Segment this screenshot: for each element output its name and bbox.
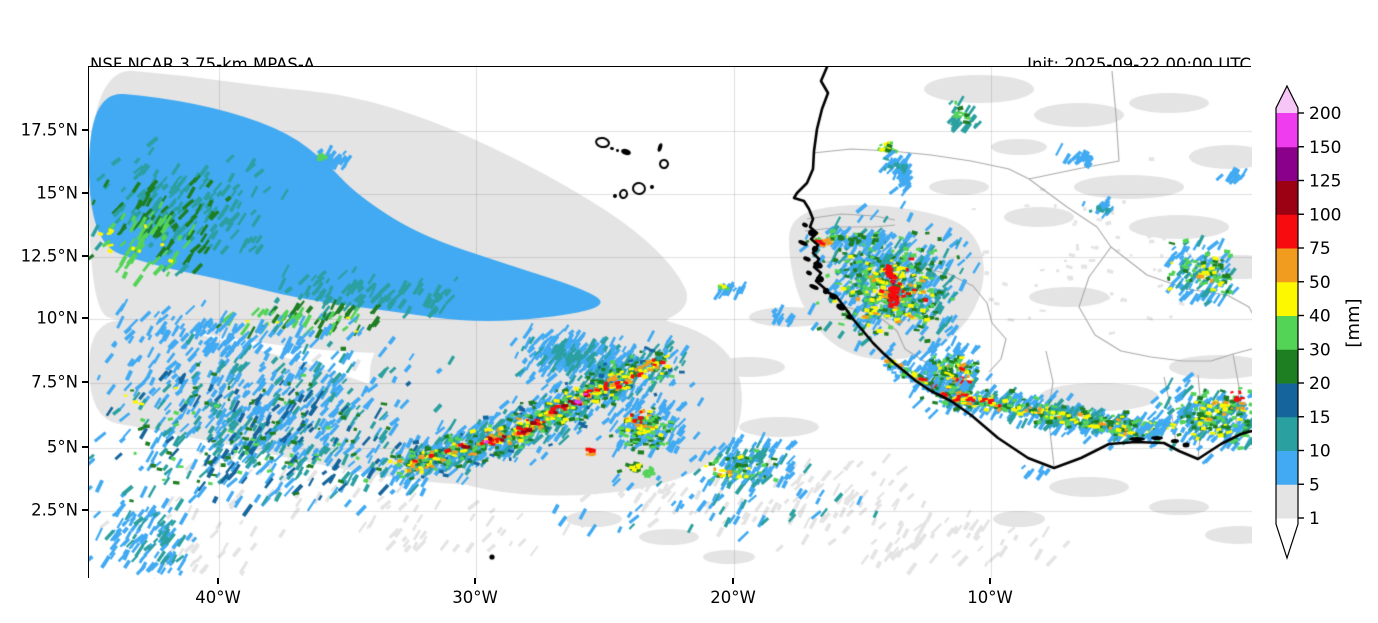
x-tick-label: 20°W — [710, 588, 756, 607]
y-tick-label: 15°N — [36, 183, 78, 203]
precipitation-map — [89, 67, 1252, 579]
colorbar-unit-label: [mm] — [1343, 298, 1364, 347]
x-tick-mark — [474, 578, 476, 584]
x-tick-mark — [217, 578, 219, 584]
colorbar-tick-label: 1 — [1309, 509, 1320, 529]
y-tick-mark — [82, 509, 88, 511]
colorbar-tick-label: 125 — [1309, 172, 1341, 192]
colorbar-tick-label: 150 — [1309, 138, 1341, 158]
map-frame — [88, 66, 1252, 579]
y-tick-label: 7.5°N — [31, 372, 78, 392]
y-tick-mark — [82, 446, 88, 448]
colorbar-tick-label: 15 — [1309, 408, 1331, 428]
y-tick-mark — [82, 381, 88, 383]
colorbar-tick-label: 30 — [1309, 340, 1331, 360]
y-tick-label: 2.5°N — [31, 500, 78, 520]
y-tick-label: 17.5°N — [20, 120, 78, 140]
colorbar-tick-label: 40 — [1309, 307, 1331, 327]
colorbar-tick-label: 100 — [1309, 205, 1341, 225]
x-tick-mark — [732, 578, 734, 584]
colorbar-tick-label: 200 — [1309, 104, 1341, 124]
y-tick-mark — [82, 255, 88, 257]
x-tick-label: 40°W — [195, 588, 241, 607]
colorbar-tick-label: 75 — [1309, 239, 1331, 259]
colorbar-tick-label: 10 — [1309, 442, 1331, 462]
colorbar-tick-label: 5 — [1309, 475, 1320, 495]
x-tick-label: 10°W — [967, 588, 1013, 607]
x-tick-label: 30°W — [452, 588, 498, 607]
x-tick-mark — [989, 578, 991, 584]
y-tick-label: 10°N — [36, 308, 78, 328]
colorbar-tick-label: 20 — [1309, 374, 1331, 394]
y-tick-mark — [82, 192, 88, 194]
y-tick-mark — [82, 129, 88, 131]
y-tick-label: 12.5°N — [20, 246, 78, 266]
colorbar-tick-label: 50 — [1309, 273, 1331, 293]
y-tick-mark — [82, 317, 88, 319]
y-tick-label: 5°N — [46, 437, 78, 457]
